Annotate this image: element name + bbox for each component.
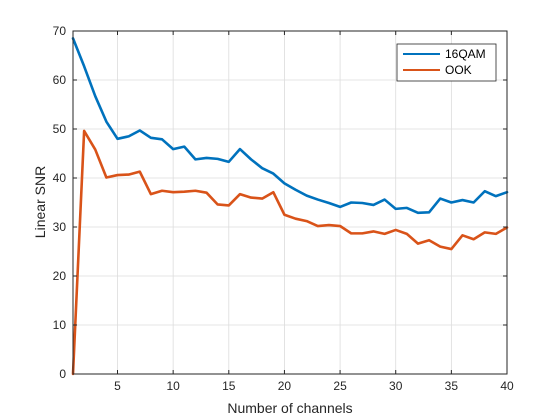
y-tick-label: 50 <box>53 122 67 136</box>
x-tick-label: 25 <box>333 379 347 393</box>
x-tick-label: 30 <box>389 379 403 393</box>
x-tick-label: 5 <box>114 379 121 393</box>
plot-background <box>73 31 507 374</box>
x-tick-label: 15 <box>222 379 236 393</box>
legend-label-ook: OOK <box>445 63 472 77</box>
x-axis-label: Number of channels <box>227 400 352 416</box>
y-tick-label: 70 <box>53 24 67 38</box>
x-tick-label: 40 <box>500 379 514 393</box>
y-tick-label: 40 <box>53 171 67 185</box>
legend-label-16qam: 16QAM <box>445 47 486 61</box>
x-tick-label: 35 <box>445 379 459 393</box>
x-tick-labels: 5 10 15 20 25 30 35 40 <box>114 379 514 393</box>
y-tick-label: 30 <box>53 220 67 234</box>
y-axis-label: Linear SNR <box>32 166 48 238</box>
y-tick-label: 60 <box>53 73 67 87</box>
legend: 16QAM OOK <box>397 44 496 81</box>
y-tick-labels: 0 10 20 30 40 50 60 70 <box>53 24 67 381</box>
y-tick-label: 0 <box>59 367 66 381</box>
y-tick-label: 10 <box>53 318 67 332</box>
x-tick-label: 10 <box>166 379 180 393</box>
y-tick-label: 20 <box>53 269 67 283</box>
x-tick-label: 20 <box>278 379 292 393</box>
